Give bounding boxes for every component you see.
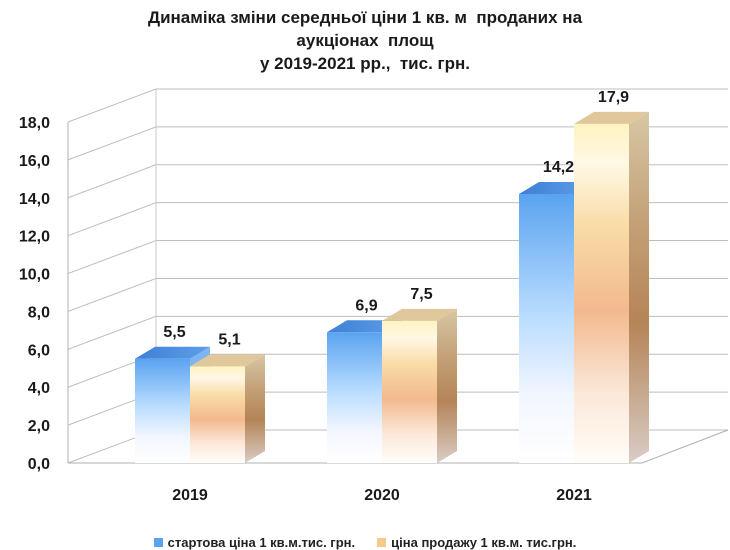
- y-tick-label: 16,0: [19, 153, 50, 170]
- data-label: 5,5: [163, 324, 185, 341]
- x-tick-label: 2020: [364, 487, 400, 504]
- chart-title: Динаміка зміни середньої ціни 1 кв. м пр…: [0, 6, 730, 75]
- data-label: 17,9: [598, 89, 629, 106]
- data-label: 5,1: [218, 331, 240, 348]
- x-tick-label: 2019: [172, 487, 208, 504]
- gridline-diagonal: [67, 240, 157, 275]
- bar-side-sale-2019: [245, 354, 265, 463]
- legend-swatch-blue: [153, 538, 163, 547]
- bar-side-sale-2020: [437, 308, 457, 463]
- gridline-diagonal: [67, 277, 157, 312]
- legend-item-sale-price: ціна продажу 1 кв.м. тис.грн.: [377, 535, 576, 550]
- y-tick-label: 2,0: [28, 418, 50, 435]
- chart-title-line-1: Динаміка зміни середньої ціни 1 кв. м пр…: [147, 8, 583, 27]
- chart-title-line-2: аукціонах площ: [296, 31, 434, 50]
- y-tick-label: 18,0: [19, 115, 50, 132]
- data-label: 14,2: [543, 159, 574, 176]
- bar-side-sale-2021: [629, 111, 649, 464]
- bar-sale-2021: [574, 123, 629, 464]
- y-tick-label: 12,0: [19, 229, 50, 246]
- gridline-diagonal: [67, 126, 157, 161]
- bar-top-sale-2019: [190, 354, 265, 367]
- data-label: 7,5: [410, 286, 432, 303]
- bar-top-sale-2021: [574, 111, 649, 124]
- bar-sale-2020: [382, 320, 437, 463]
- bar-start-2020: [327, 332, 382, 463]
- bar-sale-2019: [190, 366, 245, 463]
- gridline-diagonal: [67, 164, 157, 199]
- bar-top-start-2019: [135, 346, 210, 359]
- chart-title-line-3: у 2019-2021 рр., тис. грн.: [260, 54, 470, 73]
- bar-chart: 0,0 2,0 4,0 6,0 8,0 10,0 12,0 14,0 16,0 18,0 5,5 5,…: [19, 88, 729, 504]
- legend-label-sale-price: ціна продажу 1 кв.м. тис.грн.: [391, 535, 577, 550]
- y-tick-label: 4,0: [28, 380, 50, 397]
- gridline-diagonal: [67, 315, 157, 350]
- chart-legend: стартова ціна 1 кв.м.тис. грн. ціна прод…: [0, 535, 730, 550]
- bar-start-2019: [135, 358, 190, 463]
- gridline-diagonal: [67, 88, 157, 123]
- legend-swatch-beige: [377, 538, 387, 547]
- legend-label-starting-price: стартова ціна 1 кв.м.тис. грн.: [167, 535, 356, 550]
- y-tick-label: 6,0: [28, 342, 50, 359]
- floor-edge: [68, 429, 729, 464]
- gridline-diagonal: [67, 202, 157, 237]
- x-tick-label: 2021: [556, 487, 592, 504]
- y-tick-label: 10,0: [19, 267, 50, 284]
- y-tick-label: 14,0: [19, 191, 50, 208]
- legend-item-starting-price: стартова ціна 1 кв.м.тис. грн.: [153, 535, 356, 550]
- bar-start-2021: [519, 193, 574, 463]
- y-tick-label: 0,0: [28, 456, 50, 473]
- y-tick-label: 8,0: [28, 304, 50, 321]
- data-label: 6,9: [355, 297, 377, 314]
- bar-top-sale-2020: [382, 308, 457, 321]
